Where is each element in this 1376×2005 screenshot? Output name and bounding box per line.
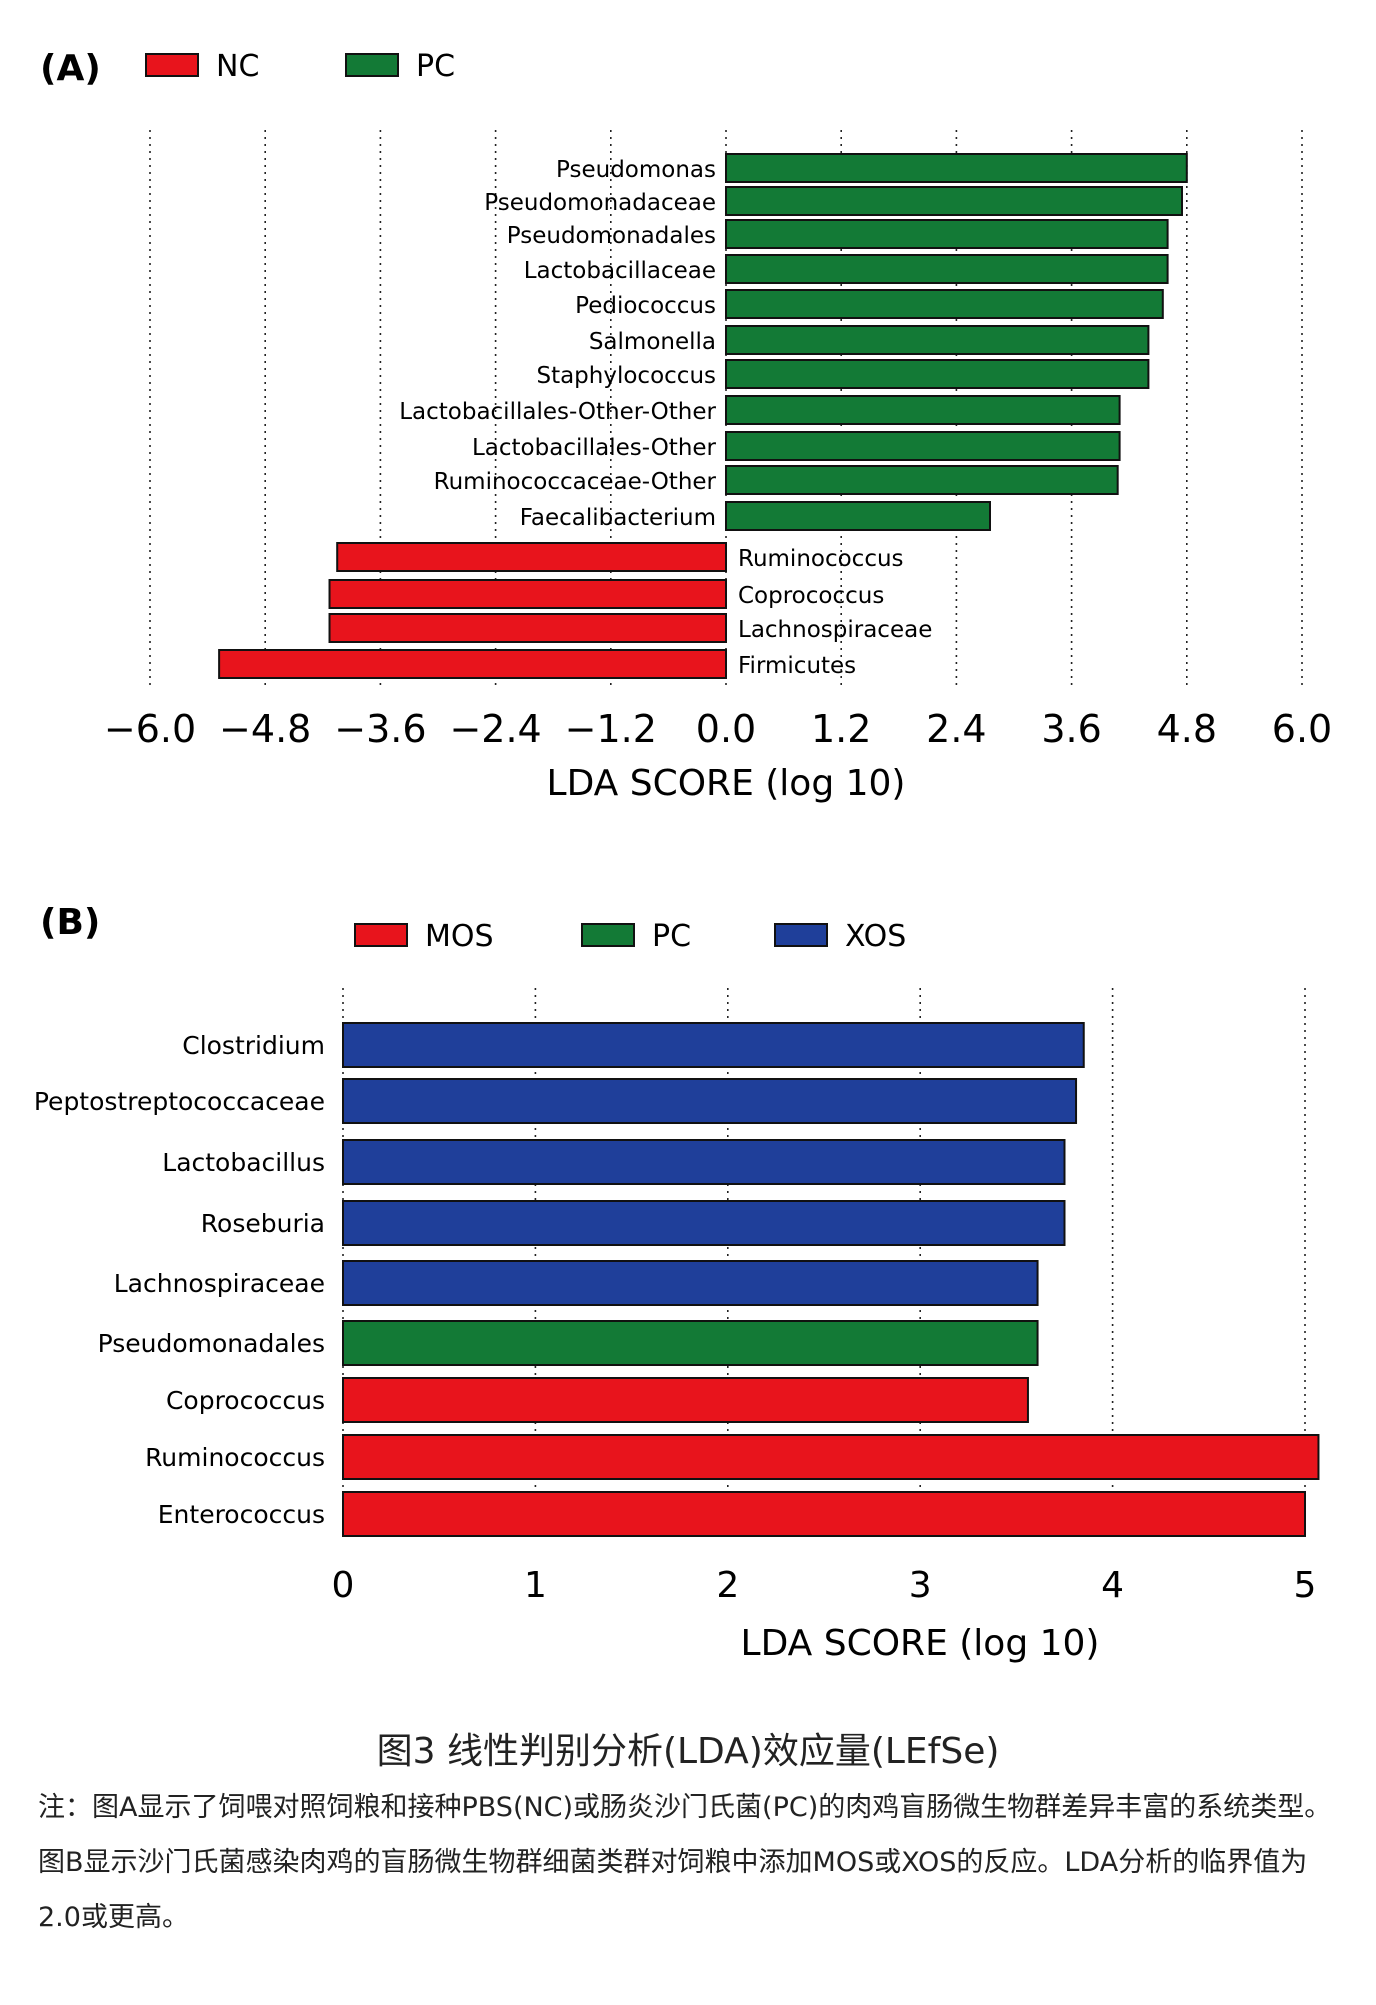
x-tick-label: 4.8: [1157, 707, 1217, 751]
bar: [342, 1434, 1320, 1480]
x-axis-label: LDA SCORE (log 10): [741, 1623, 1100, 1664]
legend-swatch-pc: [581, 923, 635, 947]
category-label: Lactobacillaceae: [524, 258, 716, 284]
x-tick-label: 1.2: [811, 707, 871, 751]
category-label: Clostridium: [182, 1031, 325, 1060]
x-tick-label: 5: [1294, 1565, 1317, 1606]
legend-label-xos: XOS: [845, 919, 906, 954]
x-tick-label: −6.0: [104, 707, 196, 751]
bar: [725, 359, 1150, 389]
x-tick-label: −1.2: [565, 707, 657, 751]
legend-label-nc: NC: [216, 49, 259, 84]
category-label: Pseudomonadaceae: [484, 190, 716, 216]
legend-swatch-xos: [774, 923, 828, 947]
category-label: Roseburia: [201, 1209, 325, 1238]
x-tick-label: 3: [909, 1565, 932, 1606]
lda-chart-b: (B) MOS PC XOS Clostridium Peptostreptococcac…: [34, 902, 1320, 1664]
bar: [725, 431, 1121, 461]
category-label: Lactobacillales-Other-Other: [399, 399, 716, 425]
bar: [725, 186, 1183, 216]
bar: [342, 1491, 1306, 1537]
category-label: Faecalibacterium: [520, 505, 716, 531]
x-tick-label: −3.6: [334, 707, 426, 751]
bar: [725, 153, 1188, 183]
bar: [336, 542, 727, 572]
bar: [342, 1078, 1078, 1124]
panel-label: (B): [40, 902, 100, 943]
figure-caption-note: 注：图A显示了饲喂对照饲粮和接种PBS(NC)或肠炎沙门氏菌(PC)的肉鸡盲肠微…: [38, 1792, 1332, 1933]
legend-label-mos: MOS: [425, 919, 494, 954]
category-label: Lachnospiraceae: [738, 617, 932, 643]
bar: [725, 501, 991, 531]
category-label: Ruminococcus: [738, 546, 904, 572]
bar: [328, 579, 727, 609]
category-label: Staphylococcus: [536, 363, 716, 389]
legend-swatch-nc: [145, 53, 199, 77]
category-label: Ruminococcaceae-Other: [434, 469, 717, 495]
panel-label: (A): [40, 48, 101, 89]
bar: [342, 1377, 1029, 1423]
bar: [725, 219, 1169, 249]
bar: [342, 1320, 1039, 1366]
x-axis-label: LDA SCORE (log 10): [547, 763, 906, 804]
legend-label-pc: PC: [416, 49, 455, 84]
category-label: Pseudomonadales: [98, 1329, 325, 1358]
x-tick-label: 0.0: [696, 707, 756, 751]
x-tick-label: −4.8: [219, 707, 311, 751]
category-label: Pseudomonas: [556, 157, 716, 183]
x-tick-label: 4: [1101, 1565, 1124, 1606]
category-label: Firmicutes: [738, 653, 856, 679]
category-label: Pseudomonadales: [507, 223, 716, 249]
category-label: Lactobacillales-Other: [472, 435, 717, 461]
lda-chart-a: (A) NC PC Pseudomonas Pseudomonadaceae Pseudo…: [40, 48, 1332, 804]
bar: [725, 395, 1121, 425]
legend-swatch-mos: [354, 923, 408, 947]
bar: [725, 465, 1119, 495]
x-tick-label: 2: [716, 1565, 739, 1606]
bar: [725, 254, 1169, 284]
legend-swatch-pc: [345, 53, 399, 77]
bar: [342, 1260, 1039, 1306]
figure-caption-title: 图3 线性判别分析(LDA)效应量(LEfSe): [376, 1731, 1000, 1772]
legend-label-pc: PC: [652, 919, 691, 954]
category-label: Salmonella: [589, 329, 716, 355]
bar: [218, 649, 727, 679]
category-label: Enterococcus: [158, 1500, 325, 1529]
bar: [342, 1139, 1066, 1185]
category-label: Lactobacillus: [162, 1148, 325, 1177]
bar: [342, 1200, 1066, 1246]
category-label: Lachnospiraceae: [114, 1269, 325, 1298]
category-label: Peptostreptococcaceae: [34, 1087, 325, 1116]
x-tick-label: 6.0: [1272, 707, 1332, 751]
bar: [328, 613, 727, 643]
category-label: Coprococcus: [738, 583, 884, 609]
bar: [342, 1022, 1085, 1068]
x-tick-label: 3.6: [1041, 707, 1101, 751]
x-tick-label: 1: [524, 1565, 547, 1606]
x-tick-label: 0: [332, 1565, 355, 1606]
category-label: Ruminococcus: [145, 1443, 325, 1472]
category-label: Pediococcus: [575, 293, 716, 319]
bar: [725, 289, 1164, 319]
bar: [725, 325, 1150, 355]
category-label: Coprococcus: [166, 1386, 325, 1415]
x-tick-label: −2.4: [449, 707, 541, 751]
x-tick-label: 2.4: [926, 707, 986, 751]
